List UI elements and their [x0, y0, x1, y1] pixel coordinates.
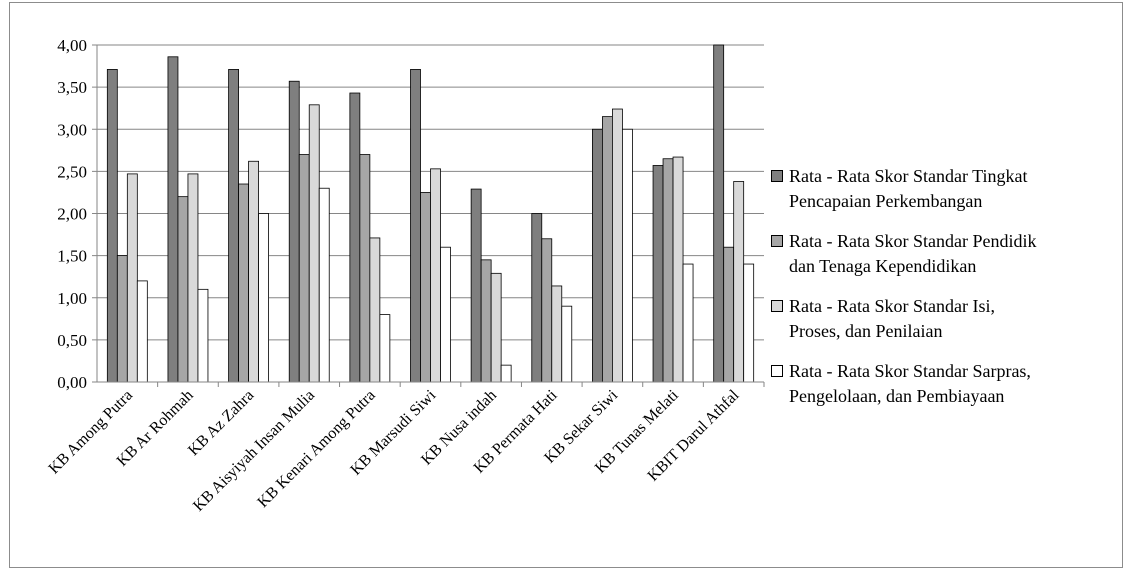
bar [592, 128, 603, 383]
y-tick-label: 2,50 [57, 162, 87, 181]
y-tick-label: 0,50 [57, 331, 87, 350]
bar [359, 154, 371, 383]
bar [612, 108, 623, 383]
legend-label-line: Rata - Rata Skor Standar Sarpras, [789, 361, 1031, 381]
bar [379, 314, 391, 383]
legend-label: Rata - Rata Skor Standar Sarpras, Pengel… [789, 359, 1031, 409]
bar [369, 237, 381, 383]
legend-swatch [771, 365, 783, 377]
legend-swatch [771, 300, 783, 312]
bar [349, 92, 361, 383]
bar [288, 80, 300, 383]
legend-label-line: Pengelolaan, dan Pembiayaan [789, 386, 1005, 406]
bar [318, 187, 330, 383]
bar [167, 56, 179, 383]
bar [116, 255, 128, 383]
legend-swatch [771, 170, 783, 182]
bar [126, 173, 138, 383]
legend-item: Rata - Rata Skor Standar Tingkat Pencapa… [771, 164, 1111, 214]
y-tick-label: 4,00 [57, 36, 87, 55]
bar [420, 192, 431, 383]
bar [602, 116, 613, 383]
bar [561, 305, 573, 383]
bar [470, 188, 482, 383]
legend-label-line: Rata - Rata Skor Standar Pendidik [789, 231, 1037, 251]
legend: Rata - Rata Skor Standar Tingkat Pencapa… [771, 164, 1111, 424]
bars [106, 44, 755, 383]
y-tick-label: 3,50 [57, 78, 87, 97]
bar [541, 238, 553, 383]
bar [136, 280, 148, 383]
bar [652, 165, 664, 383]
x-tick-label: KB Aisyiyah Insan Mulia [190, 387, 318, 515]
bar [187, 173, 199, 383]
y-tick-label: 1,00 [57, 289, 87, 308]
legend-label: Rata - Rata Skor Standar Pendidik dan Te… [789, 229, 1036, 279]
bar [410, 69, 421, 383]
legend-label-line: Proses, dan Penilaian [789, 321, 943, 341]
bar [308, 104, 320, 383]
bar [531, 213, 543, 383]
legend-item: Rata - Rata Skor Standar Sarpras, Pengel… [771, 359, 1111, 409]
bar [197, 288, 209, 383]
y-tick-label: 3,00 [57, 120, 87, 139]
legend-item: Rata - Rata Skor Standar Isi, Proses, da… [771, 294, 1111, 344]
bar [430, 168, 441, 383]
legend-label-line: dan Tenaga Kependidikan [789, 256, 977, 276]
bar [106, 69, 118, 383]
bar [713, 44, 725, 383]
bar [672, 156, 684, 383]
y-tick-label: 1,50 [57, 247, 87, 266]
legend-label: Rata - Rata Skor Standar Tingkat Pencapa… [789, 164, 1027, 214]
legend-swatch [771, 235, 783, 247]
bar [662, 158, 674, 383]
bar [177, 196, 189, 383]
legend-item: Rata - Rata Skor Standar Pendidik dan Te… [771, 229, 1111, 279]
bar [298, 154, 310, 383]
y-tick-label: 0,00 [57, 373, 87, 392]
legend-label-line: Rata - Rata Skor Standar Tingkat [789, 166, 1028, 186]
bar [743, 263, 755, 383]
bar [622, 128, 633, 383]
axes [92, 44, 765, 387]
x-tick-label: KB Kenari Among Putra [254, 387, 378, 511]
bar [440, 246, 451, 383]
bar [258, 213, 269, 383]
bar [490, 272, 502, 383]
legend-label-line: Pencapaian Perkembangan [789, 191, 983, 211]
y-tick-labels: 0,00 0,50 1,00 1,50 2,00 2,50 3,00 3,50 4,00 [57, 36, 87, 392]
legend-label-line: Rata - Rata Skor Standar Isi, [789, 296, 995, 316]
bar [228, 69, 239, 383]
bar [238, 183, 249, 383]
bar [682, 263, 694, 383]
legend-label: Rata - Rata Skor Standar Isi, Proses, da… [789, 294, 995, 344]
y-tick-label: 2,00 [57, 205, 87, 224]
bar [480, 259, 492, 383]
bar [723, 246, 735, 383]
bar [500, 364, 512, 383]
bar [551, 285, 563, 383]
bar [733, 181, 745, 383]
bar [248, 160, 259, 383]
